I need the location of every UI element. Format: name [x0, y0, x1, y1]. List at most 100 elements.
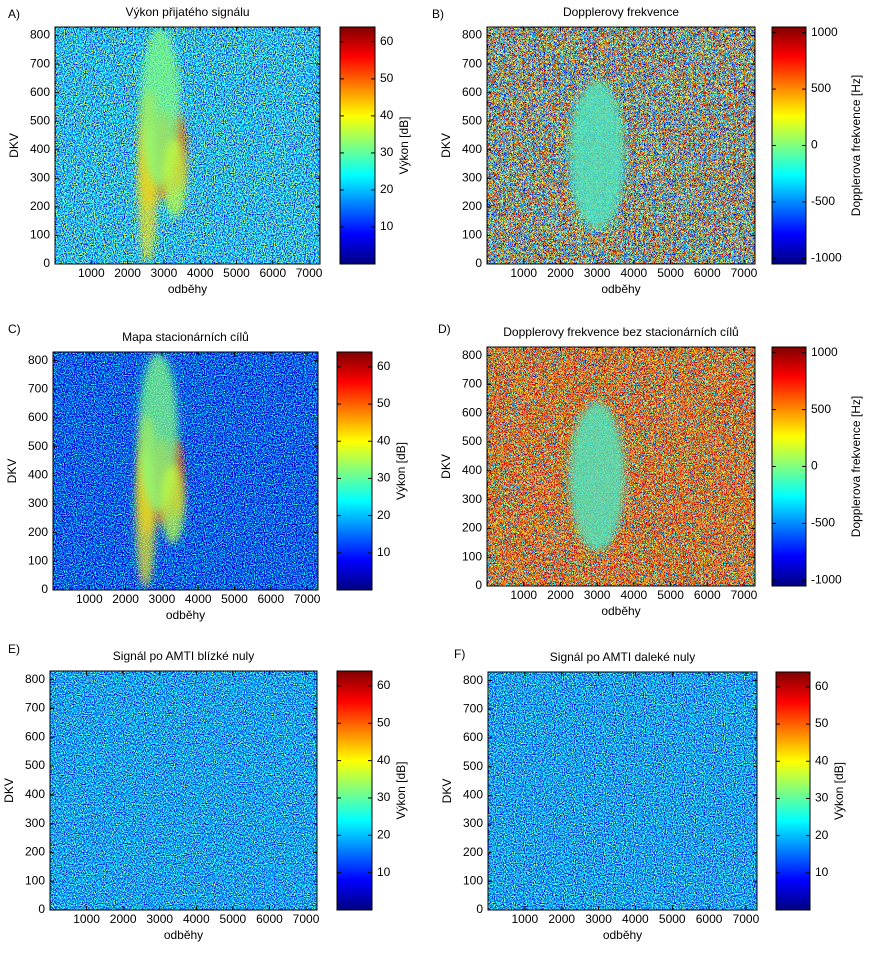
y-tick-label: 600	[462, 85, 482, 99]
colorbar-tick-label: 20	[377, 827, 391, 841]
x-axis-label: odběhy	[601, 282, 640, 296]
colorbar-tick-label: 60	[377, 678, 391, 692]
y-tick-label: 0	[475, 578, 482, 592]
y-tick-label: 100	[462, 549, 482, 563]
colorbar-label: Výkon [dB]	[394, 442, 408, 500]
colorbar-tick-label: 20	[380, 182, 394, 196]
colorbar-tick-label: 40	[377, 753, 391, 767]
colorbar-tick-label: 30	[380, 145, 394, 159]
colorbar	[336, 351, 373, 591]
y-tick-label: 500	[462, 434, 482, 448]
target-echo	[569, 401, 626, 552]
y-tick-label: 0	[476, 902, 483, 916]
y-axis-label: DKV	[2, 778, 16, 803]
heatmap	[53, 352, 318, 590]
x-tick-label: 1000	[511, 912, 538, 926]
y-tick-label: 700	[30, 56, 50, 70]
y-tick-label: 100	[30, 228, 50, 242]
y-tick-label: 600	[25, 729, 45, 743]
colorbar	[339, 26, 376, 265]
x-tick-label: 6000	[696, 912, 723, 926]
y-tick-label: 400	[30, 142, 50, 156]
x-tick-label: 2000	[110, 912, 137, 926]
x-tick-label: 6000	[694, 588, 721, 602]
y-tick-label: 200	[25, 845, 45, 859]
y-tick-label: 300	[462, 171, 482, 185]
x-tick-label: 3000	[146, 912, 173, 926]
target-echo	[569, 80, 626, 231]
x-tick-label: 7000	[733, 912, 760, 926]
x-tick-label: 3000	[585, 912, 612, 926]
colorbar-label: Dopplerova frekvence [Hz]	[849, 396, 863, 537]
y-tick-label: 500	[30, 113, 50, 127]
chart-title: Signál po AMTI daleké nuly	[550, 650, 695, 664]
y-tick-label: 200	[463, 845, 483, 859]
colorbar-tick-label: 20	[815, 828, 829, 842]
colorbar-tick-label: 50	[377, 396, 391, 410]
y-tick-label: 800	[462, 348, 482, 362]
plot-frame	[49, 670, 318, 911]
colorbar-tick-label: -500	[811, 194, 835, 208]
colorbar-tick-label: 10	[377, 865, 391, 879]
x-tick-label: 5000	[220, 912, 247, 926]
y-tick-label: 0	[38, 902, 45, 916]
plot-frame	[486, 346, 756, 587]
x-tick-label: 7000	[731, 588, 758, 602]
x-axis-label: odběhy	[168, 282, 207, 296]
x-tick-label: 2000	[114, 266, 141, 280]
x-tick-label: 3000	[584, 266, 611, 280]
x-tick-label: 3000	[151, 266, 178, 280]
y-tick-label: 300	[30, 171, 50, 185]
chart-title: Mapa stacionárních cílů	[122, 330, 249, 344]
x-tick-label: 5000	[223, 266, 250, 280]
x-tick-label: 5000	[657, 588, 684, 602]
y-tick-label: 700	[25, 701, 45, 715]
panel-label: E)	[8, 642, 20, 656]
y-tick-label: 400	[28, 467, 48, 481]
x-tick-label: 7000	[294, 592, 321, 606]
y-tick-label: 800	[28, 353, 48, 367]
x-tick-label: 1000	[73, 912, 100, 926]
x-axis-label: odběhy	[166, 608, 205, 622]
y-tick-label: 0	[475, 256, 482, 270]
x-tick-label: 4000	[620, 588, 647, 602]
y-axis-label: DKV	[439, 133, 453, 158]
colorbar-tick-label: 40	[377, 433, 391, 447]
x-tick-label: 4000	[183, 912, 210, 926]
colorbar-tick-label: 10	[815, 865, 829, 879]
y-tick-label: 200	[462, 521, 482, 535]
x-tick-label: 5000	[657, 266, 684, 280]
x-axis-label: odběhy	[164, 928, 203, 942]
panel-label: F)	[454, 647, 465, 661]
y-tick-label: 200	[28, 525, 48, 539]
plot-frame	[486, 26, 756, 265]
colorbar-tick-label: 60	[815, 679, 829, 693]
x-tick-label: 3000	[584, 588, 611, 602]
y-tick-label: 0	[41, 582, 48, 596]
x-tick-label: 4000	[187, 266, 214, 280]
x-tick-label: 6000	[257, 592, 284, 606]
colorbar-tick-label: 30	[377, 471, 391, 485]
y-tick-label: 100	[28, 553, 48, 567]
y-tick-label: 0	[43, 256, 50, 270]
plot-frame	[52, 351, 319, 591]
y-tick-label: 300	[28, 496, 48, 510]
heatmap	[487, 347, 755, 586]
colorbar-tick-label: 500	[811, 402, 831, 416]
x-tick-label: 1000	[76, 592, 103, 606]
x-tick-label: 7000	[293, 912, 320, 926]
y-tick-label: 100	[463, 873, 483, 887]
plot-frame	[487, 671, 758, 911]
x-axis-label: odběhy	[601, 604, 640, 618]
x-tick-label: 2000	[112, 592, 139, 606]
heatmap	[55, 27, 320, 264]
heatmap-image	[50, 671, 317, 910]
x-tick-label: 2000	[548, 912, 575, 926]
y-tick-label: 500	[25, 758, 45, 772]
target-echo	[160, 463, 185, 544]
panel-label: B)	[432, 7, 444, 21]
y-tick-label: 600	[463, 730, 483, 744]
y-tick-label: 300	[462, 492, 482, 506]
x-tick-label: 1000	[510, 588, 537, 602]
colorbar-tick-label: -500	[811, 516, 835, 530]
